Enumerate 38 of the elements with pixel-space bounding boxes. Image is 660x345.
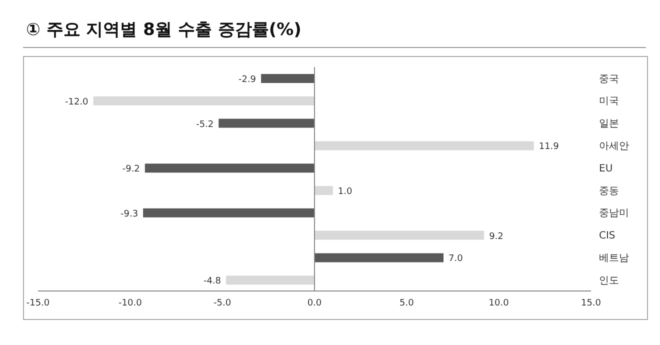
y-tick-label: 일본: [599, 118, 619, 130]
bar: [314, 253, 444, 262]
x-tick-label: 0.0: [307, 298, 322, 308]
bar: [93, 96, 314, 106]
x-tick-label: 15.0: [580, 298, 602, 308]
y-tick-label: 중동: [599, 186, 619, 197]
y-tick-label: CIS: [599, 230, 616, 242]
bar: [143, 208, 314, 218]
bar: [314, 186, 333, 195]
data-label: -2.9: [238, 75, 256, 85]
y-tick-label: 베트남: [599, 252, 629, 264]
data-label: 9.2: [489, 232, 504, 242]
x-tick-label: -15.0: [26, 298, 50, 308]
x-tick-label: 5.0: [400, 298, 414, 308]
data-label: -5.2: [196, 120, 214, 130]
data-label: 1.0: [338, 187, 353, 197]
data-label: -9.3: [120, 209, 138, 220]
chart-title: ① 주요 지역별 8월 수출 증감률(%): [25, 19, 302, 42]
y-tick-label: 미국: [599, 96, 619, 108]
data-label: -4.8: [203, 276, 222, 287]
bar: [314, 230, 484, 240]
bar: [144, 164, 314, 173]
bar: [314, 141, 534, 150]
data-label: 11.9: [538, 142, 560, 152]
x-tick-label: -5.0: [214, 298, 232, 308]
y-tick-label: 중남미: [599, 208, 629, 220]
bar: [226, 276, 314, 285]
x-tick-label: -10.0: [118, 298, 142, 308]
y-tick-label: 아세안: [599, 140, 629, 152]
y-tick-label: 인도: [599, 275, 619, 286]
y-tick-label: EU: [599, 163, 613, 174]
bar: [218, 118, 314, 128]
data-label: 7.0: [448, 254, 464, 264]
bar: [261, 74, 314, 83]
x-tick-label: 10.0: [488, 298, 510, 308]
data-label: -12.0: [65, 97, 89, 108]
data-label: -9.2: [122, 164, 140, 175]
y-tick-label: 중국: [599, 74, 619, 85]
